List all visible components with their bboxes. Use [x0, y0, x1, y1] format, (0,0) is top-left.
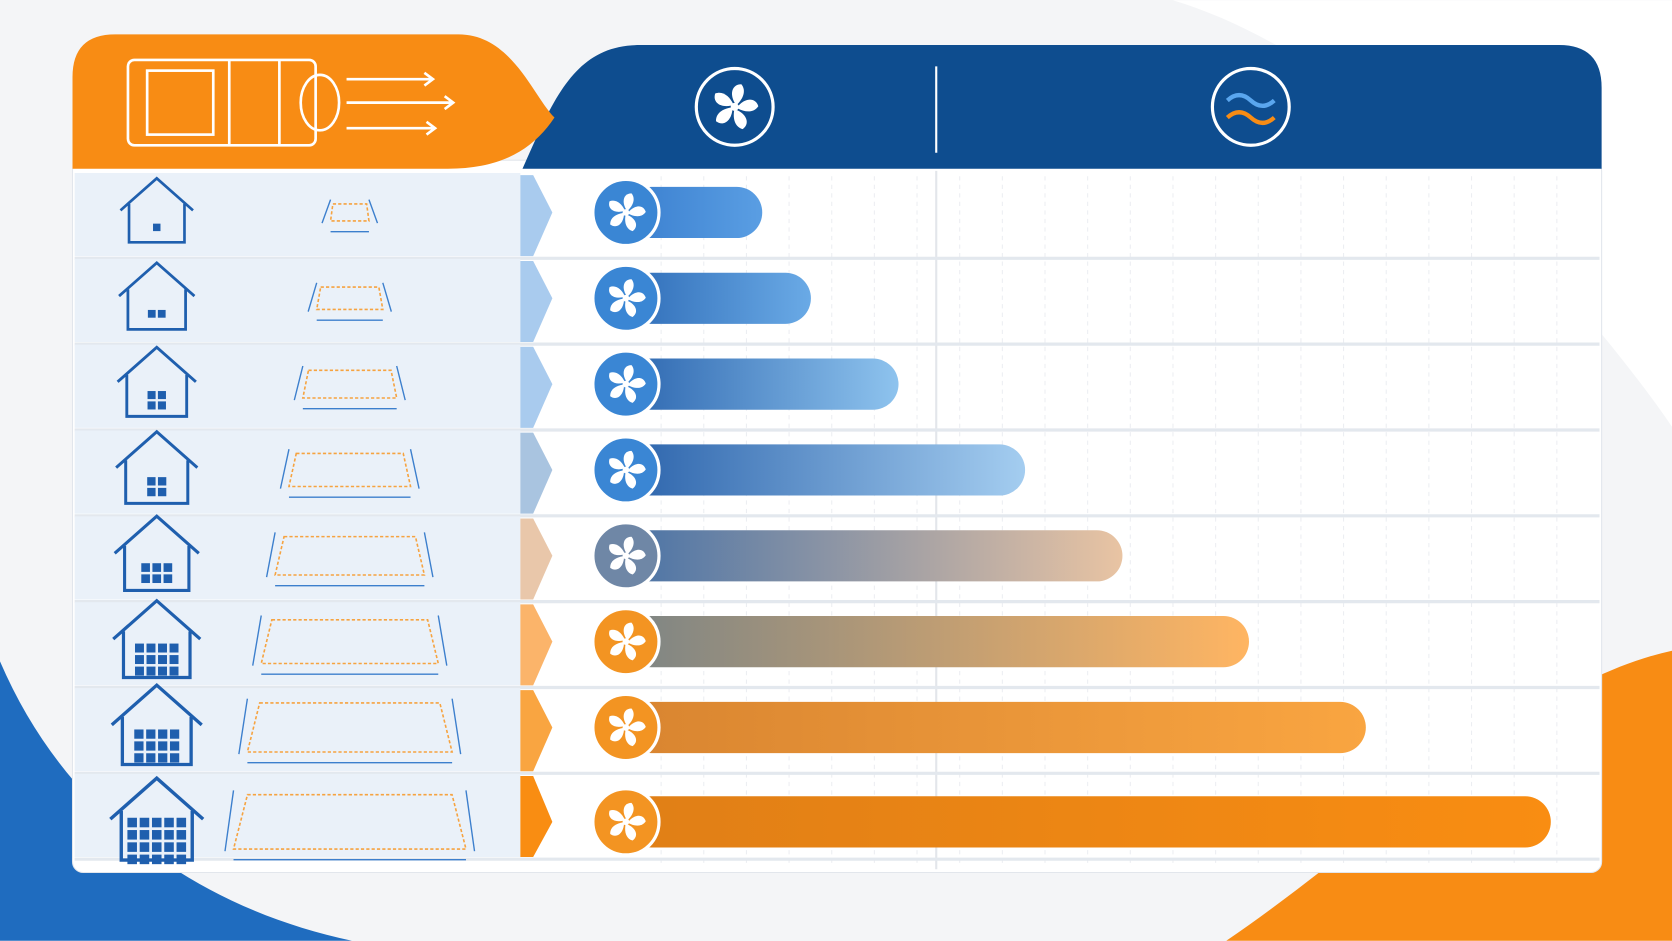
dimension-arrows: [279, 449, 420, 498]
row-chevron: [520, 346, 553, 428]
bar: [625, 358, 899, 410]
floor-plan: [232, 793, 468, 850]
dimension-arrows: [265, 532, 434, 587]
bar: [625, 616, 1250, 668]
house-icon: [119, 176, 194, 244]
row-left: [74, 172, 521, 257]
house-icon: [118, 260, 196, 331]
bar: [625, 796, 1551, 848]
house-icon: [113, 514, 200, 592]
bar: [625, 444, 1026, 496]
row-chevron: [520, 175, 553, 257]
airflow-header-icon: [1210, 66, 1291, 147]
wave-orange: [1225, 110, 1276, 125]
house-icon: [115, 429, 199, 505]
floor-plan: [287, 452, 412, 488]
rows: [74, 170, 1600, 870]
dimension-arrows: [252, 615, 448, 675]
row-chevron: [520, 604, 553, 686]
floor-plan: [315, 286, 384, 311]
dimension-arrows: [238, 698, 462, 764]
row-chevron: [520, 518, 553, 600]
bar: [625, 272, 811, 324]
floor-plan: [329, 203, 370, 222]
bar: [625, 530, 1123, 582]
floor-plan: [260, 618, 440, 665]
row-chevron: [520, 776, 553, 858]
house-icon: [109, 775, 205, 865]
floor-plan: [246, 702, 454, 753]
dimension-arrows: [293, 365, 406, 410]
dimension-arrows: [307, 282, 393, 321]
row-left: [74, 430, 521, 514]
ventilation-unit-icon: [126, 58, 456, 147]
header-blue: [522, 45, 1602, 169]
floor-plan: [301, 369, 398, 399]
row-chevron: [520, 432, 553, 514]
bar: [625, 701, 1366, 754]
house-icon: [112, 598, 202, 680]
dimension-arrows: [224, 790, 476, 861]
wave-blue: [1225, 93, 1276, 108]
bar: [625, 186, 763, 239]
floor-plan: [274, 535, 426, 576]
fan-header-icon: [694, 66, 775, 147]
house-icon: [110, 682, 203, 767]
row-chevron: [520, 260, 553, 343]
row-chevron: [520, 690, 553, 772]
house-icon: [116, 345, 197, 418]
header-orange: [72, 34, 555, 169]
dimension-arrows: [321, 199, 379, 233]
